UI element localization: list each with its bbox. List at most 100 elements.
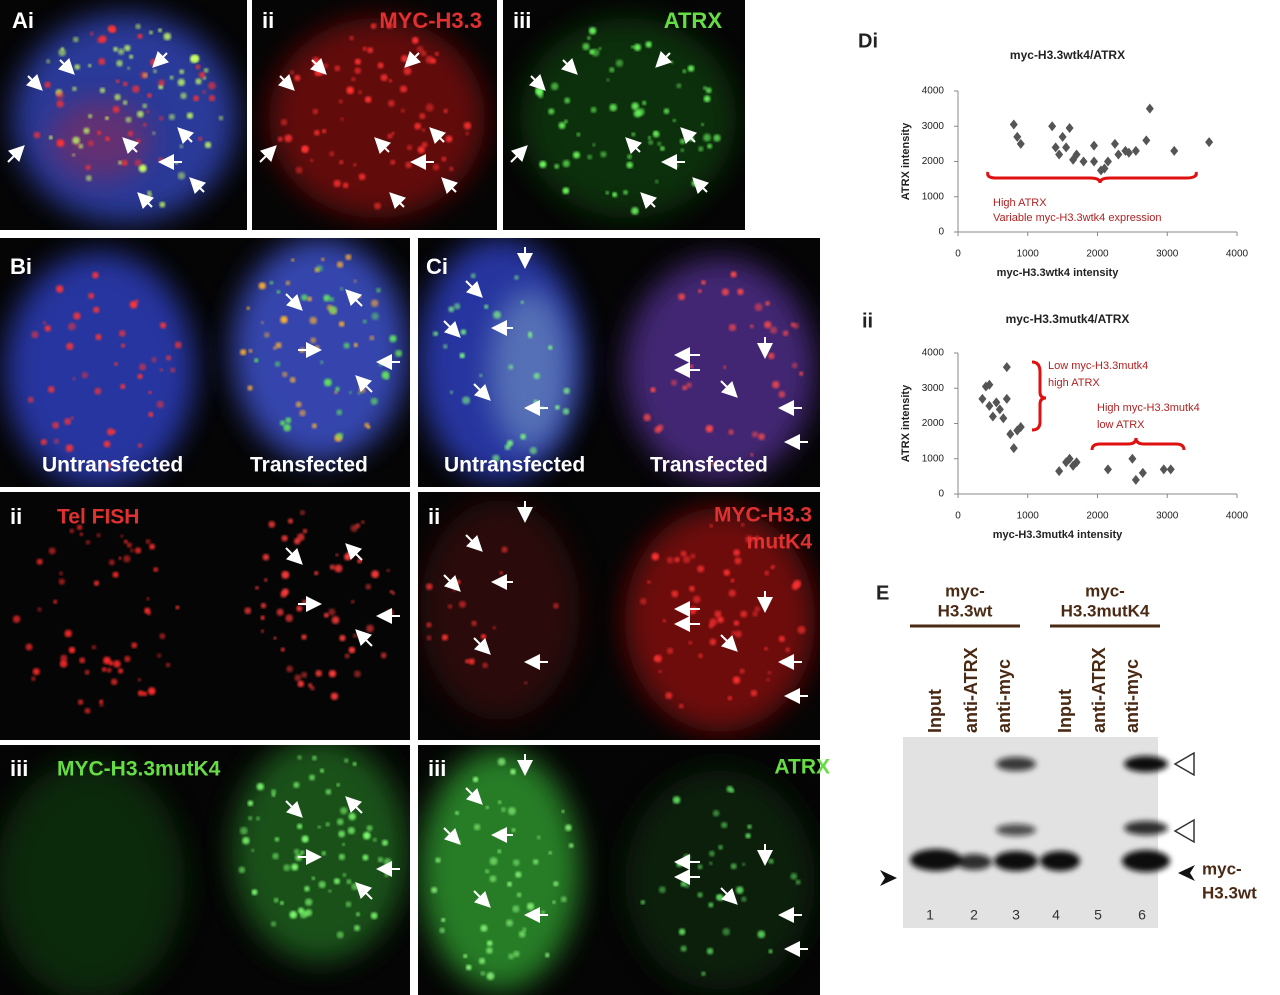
focus [336, 432, 344, 440]
focus [317, 825, 321, 829]
micrographs [0, 0, 820, 995]
focus [138, 363, 147, 371]
focus [96, 37, 103, 44]
arrow [374, 137, 392, 155]
focus [352, 762, 357, 766]
focus [85, 540, 91, 545]
focus [93, 306, 100, 314]
focus [485, 805, 489, 810]
focus [345, 901, 352, 908]
focus [40, 438, 47, 446]
focus [88, 114, 93, 119]
focus [114, 93, 121, 101]
focus [144, 607, 151, 614]
focus [208, 94, 216, 102]
focus [72, 36, 79, 43]
focus [321, 851, 327, 856]
focus [293, 537, 301, 545]
focus [795, 879, 801, 885]
focus [142, 103, 148, 109]
focus [301, 294, 308, 301]
focus [295, 166, 303, 174]
focus [66, 342, 74, 351]
focus [280, 647, 285, 652]
focus [526, 902, 535, 910]
focus [728, 589, 736, 597]
focus [545, 952, 550, 958]
focus [84, 669, 90, 675]
focus [331, 616, 340, 624]
focus [486, 972, 495, 980]
focus [730, 578, 735, 583]
focus [336, 818, 344, 826]
focus [311, 423, 317, 429]
focus [156, 400, 164, 409]
focus [322, 63, 329, 69]
focus [740, 522, 745, 527]
focus [343, 342, 350, 349]
point [1090, 156, 1099, 167]
panel-label: E [876, 582, 889, 604]
focus [83, 127, 90, 134]
focus [558, 122, 566, 129]
focus [682, 385, 688, 391]
focus [127, 66, 131, 70]
focus [712, 810, 720, 817]
focus [516, 892, 522, 898]
arrowhead [1173, 751, 1195, 777]
focus [472, 776, 479, 783]
focus [535, 88, 544, 96]
focus [136, 139, 141, 144]
focus [353, 279, 357, 283]
focus [688, 640, 693, 645]
focus [768, 858, 774, 864]
focus [153, 69, 157, 74]
focus [287, 518, 294, 524]
focus [791, 362, 798, 369]
focus [609, 103, 617, 112]
focus [453, 303, 461, 310]
focus [506, 440, 514, 447]
focus [256, 782, 264, 791]
bands [910, 756, 1170, 872]
focus [37, 607, 42, 612]
focus [320, 360, 324, 365]
focus [582, 42, 590, 51]
focus [508, 807, 516, 815]
focus [251, 889, 258, 896]
focus [421, 141, 428, 148]
image [0, 492, 410, 740]
focus [247, 385, 253, 391]
panel-text: MYC-H3.3 [379, 8, 482, 33]
lane-label: anti-myc [994, 659, 1014, 733]
focus [497, 757, 506, 766]
focus [321, 129, 327, 134]
focus [98, 699, 103, 704]
focus [522, 927, 527, 932]
point [1090, 140, 1099, 151]
focus [285, 614, 294, 622]
focus [764, 646, 768, 651]
focus [285, 280, 291, 286]
annotation: Variable myc-H3.3wtk4 expression [993, 212, 1162, 224]
focus [120, 534, 124, 538]
focus [370, 23, 377, 29]
focus [369, 335, 375, 341]
focus [352, 633, 358, 638]
focus [713, 134, 721, 142]
focus [297, 755, 302, 760]
micrograph [0, 0, 247, 230]
focus [650, 387, 656, 393]
focus [137, 33, 143, 39]
focus [64, 418, 72, 426]
focus [589, 49, 595, 55]
focus [260, 602, 267, 609]
focus [320, 768, 325, 773]
panel-label: ii [262, 8, 274, 33]
focus [548, 851, 552, 855]
y-tick-label: 4000 [922, 86, 945, 97]
focus [431, 886, 438, 894]
focus [193, 95, 200, 102]
focus [294, 74, 301, 81]
focus [482, 662, 489, 669]
